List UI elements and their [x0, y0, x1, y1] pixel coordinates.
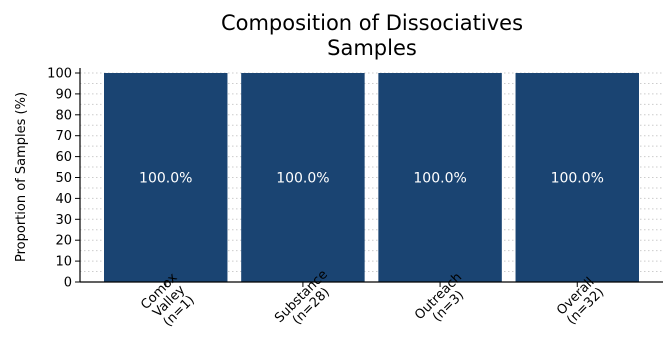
bar-layer: 100.0% 100.0% 100.0% 100.0%	[104, 73, 639, 282]
x-tick-label-3: Overall(n=32)	[554, 275, 607, 328]
y-axis-label: Proportion of Samples (%)	[14, 92, 29, 262]
y-tick-label: 80	[55, 108, 72, 123]
y-tick-label: 30	[55, 213, 72, 228]
y-tick-label: 60	[55, 150, 72, 165]
data-label-0: 100.0%	[139, 171, 192, 187]
y-tick-label: 100	[47, 67, 72, 82]
chart-title-line-1: Composition of Dissociatives	[221, 11, 523, 35]
y-tick-label: 50	[55, 171, 72, 186]
data-label-1: 100.0%	[276, 171, 329, 187]
chart-title-line-2: Samples	[327, 36, 417, 60]
bar-2	[378, 73, 502, 282]
bar-3	[515, 73, 639, 282]
bar-0	[104, 73, 228, 282]
data-label-3: 100.0%	[551, 171, 604, 187]
y-tick-label: 0	[64, 276, 72, 291]
y-tick-label: 10	[55, 255, 72, 270]
y-tick-label: 70	[55, 129, 72, 144]
y-tick-label: 20	[55, 234, 72, 249]
y-tick-label: 40	[55, 192, 72, 207]
data-label-2: 100.0%	[413, 171, 466, 187]
y-tick-label: 90	[55, 87, 72, 102]
bar-1	[241, 73, 365, 282]
